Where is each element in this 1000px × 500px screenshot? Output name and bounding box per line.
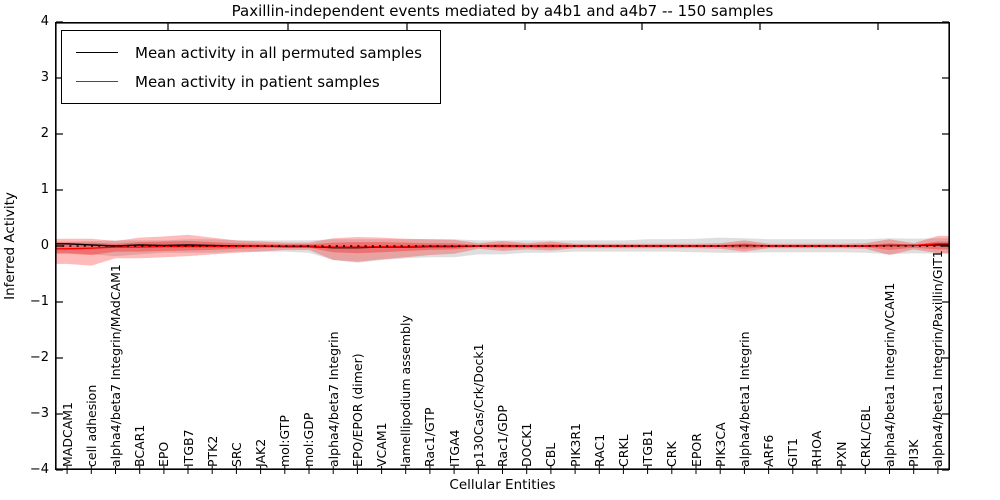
legend: Mean activity in all permuted samples Me…: [61, 30, 441, 104]
x-category-label: JAK2: [253, 438, 269, 467]
y-tick-label: 2: [40, 126, 49, 141]
x-category-label: MADCAM1: [59, 402, 75, 467]
legend-label-patient: Mean activity in patient samples: [135, 72, 380, 91]
band-permuted-spread: [55, 237, 950, 263]
x-category-label: CRKL: [615, 434, 631, 467]
legend-line-red: [76, 81, 118, 82]
x-category-label: SRC: [228, 442, 244, 467]
x-category-label: PIK3CA: [712, 422, 728, 467]
x-category-label: EPOR: [688, 433, 704, 467]
legend-label-permuted: Mean activity in all permuted samples: [135, 43, 422, 62]
band-patient-spread-outer: [55, 234, 950, 266]
x-category-label: ITGB1: [640, 429, 656, 467]
x-category-label: alpha4/beta7 Integrin/MAdCAM1: [107, 264, 123, 467]
x-category-label: mol:GTP: [277, 415, 293, 467]
x-category-label: Rac1/GTP: [422, 407, 438, 467]
legend-entry-patient: Mean activity in patient samples: [76, 67, 422, 96]
legend-line-black: [76, 52, 118, 53]
plot-frame: [55, 22, 951, 470]
y-tick-label: 4: [40, 14, 49, 29]
x-category-label: PXN: [833, 441, 849, 467]
band-patient-spread-inner: [55, 241, 950, 255]
y-tick-label: −2: [29, 350, 49, 365]
x-category-label: alpha4/beta1 Integrin/VCAM1: [882, 282, 898, 467]
x-category-label: mol:GDP: [301, 412, 317, 467]
x-category-label: EPO/EPOR (dimer): [349, 353, 365, 467]
x-axis-label: Cellular Entities: [449, 477, 556, 493]
chart-title: Paxillin-independent events mediated by …: [231, 2, 774, 20]
x-category-label: RAC1: [591, 433, 607, 467]
x-category-label: CRK: [664, 441, 680, 467]
x-category-label: alpha4/beta7 Integrin: [325, 331, 341, 467]
y-tick-label: −3: [29, 406, 49, 421]
x-category-label: alpha4/beta1 Integrin: [736, 331, 752, 467]
y-tick-label: −4: [29, 462, 49, 477]
x-category-label: DOCK1: [519, 422, 535, 467]
y-tick-label: 3: [40, 70, 49, 85]
x-category-label: PIK3R1: [567, 422, 583, 467]
x-category-label: PI3K: [906, 439, 922, 467]
plot-area: [55, 21, 951, 474]
x-category-label: ARF6: [761, 434, 777, 467]
x-category-label: Rac1/GDP: [495, 405, 510, 467]
x-category-label: p130Cas/Crk/Dock1: [470, 343, 486, 467]
x-category-label: CBL: [543, 442, 559, 467]
x-category-label: PTK2: [204, 435, 220, 467]
x-category-label: ITGA4: [446, 429, 462, 467]
x-category-label: alpha4/beta1 Integrin/Paxillin/GIT1: [930, 250, 946, 467]
x-category-label: cell adhesion: [83, 384, 99, 467]
x-category-label: EPO: [156, 441, 172, 467]
x-category-label: RHOA: [809, 430, 825, 467]
x-category-label: CRKL/CBL: [857, 405, 873, 467]
y-tick-label: 1: [40, 182, 49, 197]
y-tick-label: 0: [40, 238, 49, 253]
x-category-label: ITGB7: [180, 429, 196, 467]
x-category-label: VCAM1: [374, 422, 390, 467]
legend-entry-permuted: Mean activity in all permuted samples: [76, 38, 422, 67]
y-tick-label: −1: [29, 294, 49, 309]
x-category-label: GIT1: [785, 438, 801, 467]
x-category-label: lamellipodium assembly: [398, 315, 414, 467]
x-category-label: BCAR1: [132, 424, 148, 467]
